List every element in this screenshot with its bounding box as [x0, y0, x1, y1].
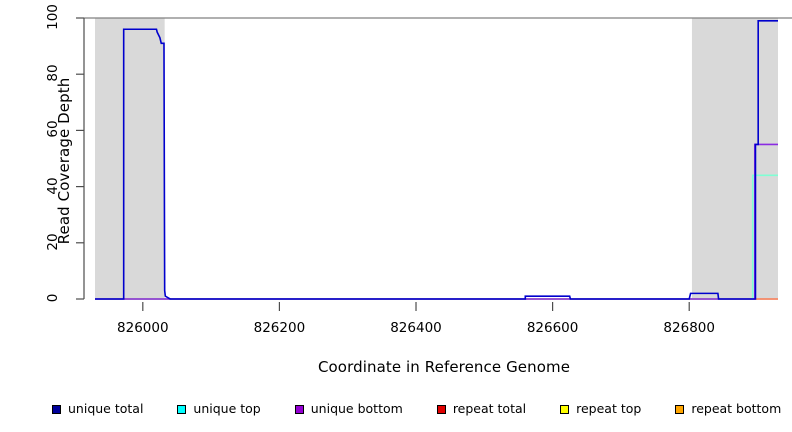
repeat-region-right	[691, 18, 778, 299]
legend-label: repeat top	[576, 400, 642, 416]
legend-item[interactable]: repeat total	[436, 400, 527, 416]
x-tick-label: 826200	[253, 320, 306, 336]
series-unique-bottom	[95, 143, 778, 300]
legend-label: unique total	[68, 400, 144, 416]
legend-item[interactable]: unique top	[177, 400, 261, 416]
x-axis-title: Coordinate in Reference Genome	[317, 358, 571, 376]
legend-item[interactable]: repeat top	[560, 400, 642, 416]
x-tick-label: 826600	[526, 320, 579, 336]
legend-item[interactable]: unique bottom	[294, 400, 403, 416]
legend-label: unique bottom	[310, 400, 403, 416]
legend-swatch-icon	[177, 404, 187, 414]
x-tick-label: 826800	[663, 320, 715, 336]
series-unique-top	[95, 174, 778, 300]
legend-label: repeat bottom	[691, 400, 782, 416]
series-unique-total	[95, 20, 778, 300]
x-tick-label: 826400	[390, 320, 442, 336]
x-tick-label: 826000	[117, 320, 169, 336]
legend-item[interactable]: unique total	[52, 400, 144, 416]
legend-swatch-icon	[675, 404, 685, 414]
legend-swatch-icon	[52, 404, 61, 414]
legend-label: repeat total	[452, 400, 527, 416]
chart-legend: unique total unique top unique bottom repea…	[0, 398, 792, 420]
legend-label: unique top	[193, 400, 261, 416]
legend-swatch-icon	[436, 404, 446, 414]
legend-swatch-icon	[560, 404, 570, 414]
repeat-region-left	[95, 18, 165, 299]
legend-swatch-icon	[294, 404, 304, 414]
legend-item[interactable]: repeat bottom	[675, 400, 782, 416]
